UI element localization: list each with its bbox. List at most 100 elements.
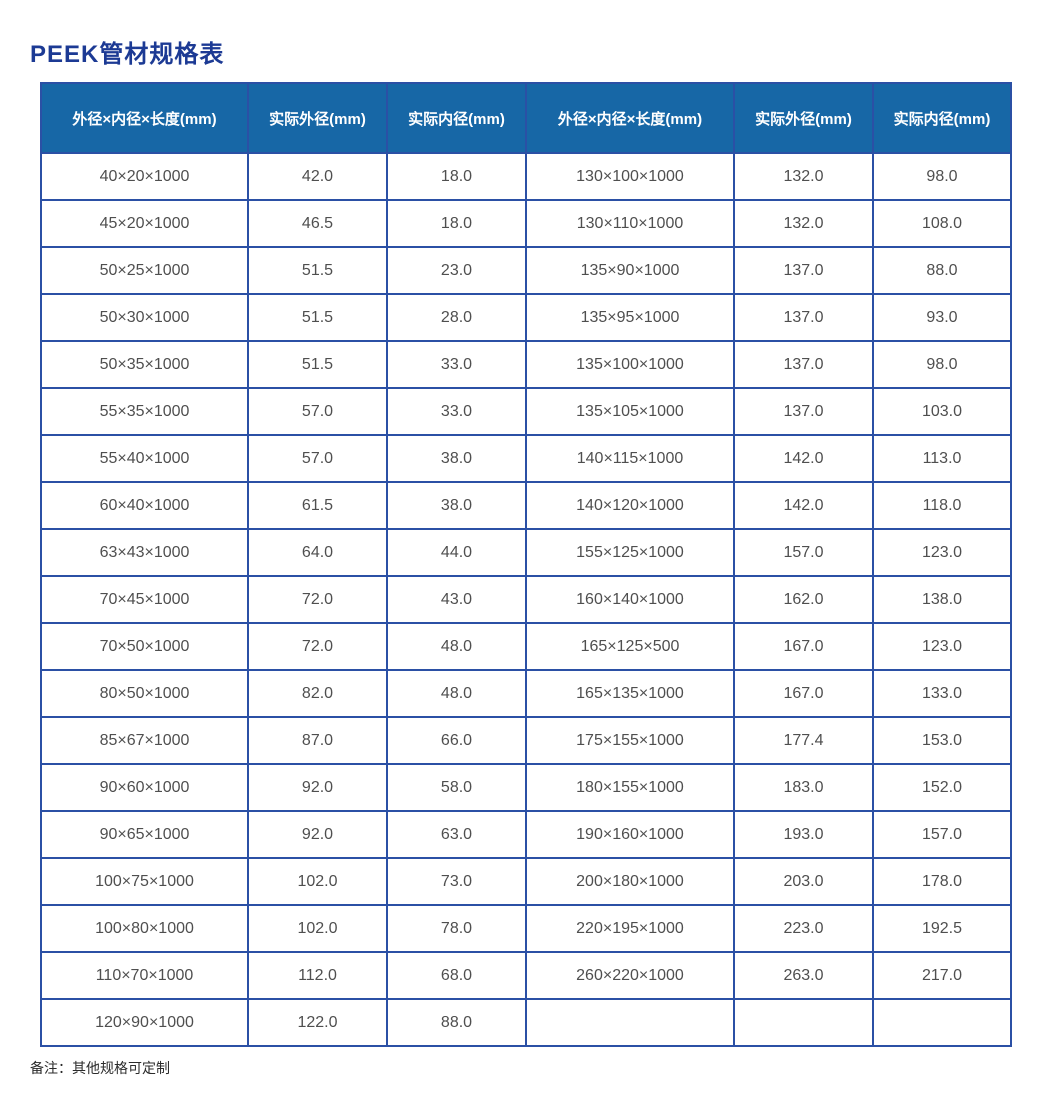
table-cell: 85×67×1000 [40, 716, 249, 765]
table-cell: 40×20×1000 [40, 152, 249, 201]
table-row: 110×70×1000 112.0 68.0 260×220×1000 263.0 217… [40, 951, 1012, 1000]
table-cell: 112.0 [247, 951, 388, 1000]
table-cell: 113.0 [872, 434, 1012, 483]
table-cell: 88.0 [386, 998, 527, 1047]
page-title: PEEK管材规格表 [30, 41, 225, 68]
table-cell: 46.5 [247, 199, 388, 248]
table-cell: 190×160×1000 [525, 810, 735, 859]
table-cell: 137.0 [733, 246, 874, 295]
note-text: 备注：其他规格可定制 [30, 1060, 170, 1076]
table-cell: 260×220×1000 [525, 951, 735, 1000]
table-cell: 200×180×1000 [525, 857, 735, 906]
table-row: 70×45×1000 72.0 43.0 160×140×1000 162.0 138.0 [40, 575, 1012, 624]
header-spec-right: 外径×内径×长度(mm) [525, 82, 735, 154]
spec-table: 外径×内径×长度(mm) 实际外径(mm) 实际内径(mm) 外径×内径×长度(… [40, 82, 1012, 1047]
table-cell: 70×45×1000 [40, 575, 249, 624]
table-cell: 130×100×1000 [525, 152, 735, 201]
table-cell: 137.0 [733, 387, 874, 436]
table-cell: 162.0 [733, 575, 874, 624]
table-cell: 58.0 [386, 763, 527, 812]
table-row: 63×43×1000 64.0 44.0 155×125×1000 157.0 123.0 [40, 528, 1012, 577]
table-cell: 45×20×1000 [40, 199, 249, 248]
table-cell: 51.5 [247, 246, 388, 295]
table-row: 80×50×1000 82.0 48.0 165×135×1000 167.0 133.0 [40, 669, 1012, 718]
table-cell: 123.0 [872, 622, 1012, 671]
table-row: 100×75×1000 102.0 73.0 200×180×1000 203.0 178… [40, 857, 1012, 906]
table-cell: 73.0 [386, 857, 527, 906]
table-row: 50×30×1000 51.5 28.0 135×95×1000 137.0 93.0 [40, 293, 1012, 342]
table-row: 50×35×1000 51.5 33.0 135×100×1000 137.0 98.0 [40, 340, 1012, 389]
table-cell: 167.0 [733, 622, 874, 671]
table-cell: 177.4 [733, 716, 874, 765]
table-cell: 82.0 [247, 669, 388, 718]
table-row: 55×35×1000 57.0 33.0 135×105×1000 137.0 103.0 [40, 387, 1012, 436]
table-cell: 108.0 [872, 199, 1012, 248]
table-cell: 140×120×1000 [525, 481, 735, 530]
table-cell: 142.0 [733, 434, 874, 483]
table-cell: 38.0 [386, 434, 527, 483]
table-cell: 138.0 [872, 575, 1012, 624]
table-cell: 64.0 [247, 528, 388, 577]
table-cell: 123.0 [872, 528, 1012, 577]
table-cell: 135×90×1000 [525, 246, 735, 295]
table-cell: 50×30×1000 [40, 293, 249, 342]
table-cell: 165×135×1000 [525, 669, 735, 718]
table-cell: 70×50×1000 [40, 622, 249, 671]
table-cell: 178.0 [872, 857, 1012, 906]
table-cell: 155×125×1000 [525, 528, 735, 577]
table-cell: 51.5 [247, 293, 388, 342]
header-actual-od-right: 实际外径(mm) [733, 82, 874, 154]
table-cell: 98.0 [872, 152, 1012, 201]
table-cell: 98.0 [872, 340, 1012, 389]
table-cell: 66.0 [386, 716, 527, 765]
table-cell: 23.0 [386, 246, 527, 295]
table-cell: 100×75×1000 [40, 857, 249, 906]
table-body: 40×20×1000 42.0 18.0 130×100×1000 132.0 98.0 4… [40, 152, 1012, 1047]
table-row: 90×60×1000 92.0 58.0 180×155×1000 183.0 152.0 [40, 763, 1012, 812]
table-cell: 28.0 [386, 293, 527, 342]
table-cell: 220×195×1000 [525, 904, 735, 953]
table-row: 90×65×1000 92.0 63.0 190×160×1000 193.0 157.0 [40, 810, 1012, 859]
table-cell: 61.5 [247, 481, 388, 530]
table-cell: 38.0 [386, 481, 527, 530]
table-cell: 92.0 [247, 763, 388, 812]
table-row: 50×25×1000 51.5 23.0 135×90×1000 137.0 88.0 [40, 246, 1012, 295]
table-cell: 165×125×500 [525, 622, 735, 671]
table-cell: 133.0 [872, 669, 1012, 718]
table-cell: 140×115×1000 [525, 434, 735, 483]
table-row: 60×40×1000 61.5 38.0 140×120×1000 142.0 118.0 [40, 481, 1012, 530]
table-cell: 118.0 [872, 481, 1012, 530]
table-cell: 63×43×1000 [40, 528, 249, 577]
table-cell: 57.0 [247, 387, 388, 436]
table-cell: 183.0 [733, 763, 874, 812]
table-cell: 100×80×1000 [40, 904, 249, 953]
table-row: 70×50×1000 72.0 48.0 165×125×500 167.0 123.0 [40, 622, 1012, 671]
table-cell: 137.0 [733, 340, 874, 389]
table-cell: 43.0 [386, 575, 527, 624]
header-spec-left: 外径×内径×长度(mm) [40, 82, 249, 154]
table-cell: 18.0 [386, 199, 527, 248]
table-cell: 217.0 [872, 951, 1012, 1000]
header-row: 外径×内径×长度(mm) 实际外径(mm) 实际内径(mm) 外径×内径×长度(… [40, 82, 1012, 154]
table-cell: 55×40×1000 [40, 434, 249, 483]
table-cell: 33.0 [386, 340, 527, 389]
table-cell: 142.0 [733, 481, 874, 530]
table-cell: 175×155×1000 [525, 716, 735, 765]
table-cell: 153.0 [872, 716, 1012, 765]
table-cell: 132.0 [733, 152, 874, 201]
table-cell: 132.0 [733, 199, 874, 248]
table-cell [733, 998, 874, 1047]
table-cell: 167.0 [733, 669, 874, 718]
table-row: 45×20×1000 46.5 18.0 130×110×1000 132.0 108.0 [40, 199, 1012, 248]
table-cell: 102.0 [247, 857, 388, 906]
table-cell: 152.0 [872, 763, 1012, 812]
table-row: 120×90×1000 122.0 88.0 [40, 998, 1012, 1047]
table-cell: 51.5 [247, 340, 388, 389]
table-cell: 60×40×1000 [40, 481, 249, 530]
table-cell: 50×25×1000 [40, 246, 249, 295]
table-cell: 92.0 [247, 810, 388, 859]
table-cell: 72.0 [247, 575, 388, 624]
table-cell: 137.0 [733, 293, 874, 342]
table-cell: 263.0 [733, 951, 874, 1000]
